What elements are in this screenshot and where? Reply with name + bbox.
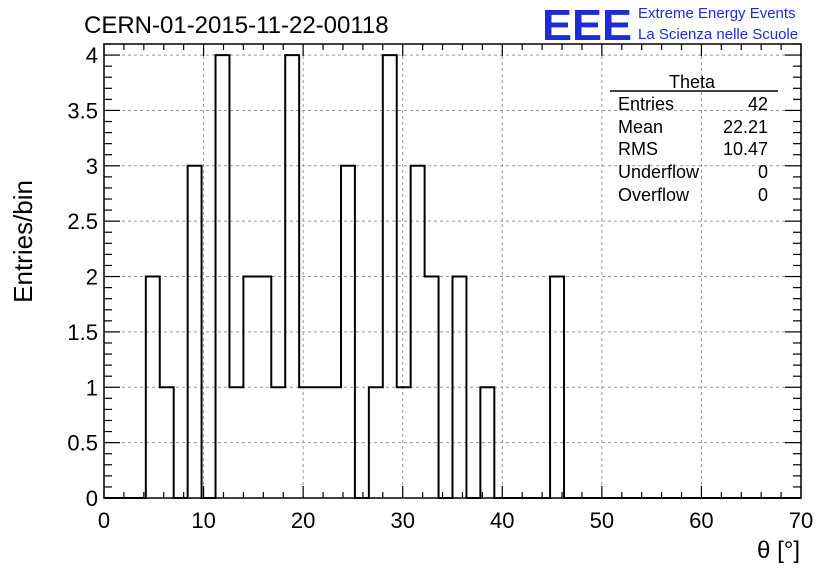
stats-value-mean: 22.21: [723, 117, 768, 137]
stats-label-underflow: Underflow: [618, 162, 700, 182]
plot-frame: [103, 43, 802, 499]
x-axis-label: θ [°]: [757, 537, 800, 564]
stats-label-mean: Mean: [618, 117, 663, 137]
y-tick-label: 3.5: [67, 98, 98, 123]
stats-box: Theta Entries 42 Mean 22.21 RMS 10.47 Un…: [610, 72, 778, 205]
x-tick-label: 70: [789, 508, 813, 533]
axis-ticks: [103, 43, 802, 499]
stats-label-entries: Entries: [618, 94, 674, 114]
logo-line-2: La Scienza nelle Scuole: [638, 26, 798, 43]
x-tick-label: 30: [390, 508, 414, 533]
histogram-bin: [257, 277, 271, 498]
x-tick-label: 0: [98, 508, 110, 533]
stats-value-overflow: 0: [758, 185, 768, 205]
x-tick-label: 50: [590, 508, 614, 533]
y-tick-label: 0: [86, 486, 98, 511]
stats-value-rms: 10.47: [723, 139, 768, 159]
x-tick-label: 60: [689, 508, 713, 533]
histogram-bin: [299, 387, 313, 498]
run-title: CERN-01-2015-11-22-00118: [84, 12, 389, 39]
y-tick-labels: 0 0.5 1 1.5 2 2.5 3 3.5 4: [67, 43, 98, 511]
y-tick-label: 2: [86, 265, 98, 290]
x-tick-label: 20: [291, 508, 315, 533]
stats-value-underflow: 0: [758, 162, 768, 182]
y-tick-label: 1.5: [67, 320, 98, 345]
y-tick-label: 4: [86, 43, 98, 68]
stats-value-entries: 42: [748, 94, 768, 114]
x-tick-label: 10: [191, 508, 215, 533]
stats-label-rms: RMS: [618, 139, 658, 159]
histogram-bin: [216, 55, 230, 498]
logo-line-1: Extreme Energy Events: [638, 5, 796, 22]
x-tick-label: 40: [490, 508, 514, 533]
eee-logo: EEE: [542, 1, 632, 50]
stats-title: Theta: [669, 72, 716, 92]
y-axis-label: Entries/bin: [8, 180, 38, 303]
stats-label-overflow: Overflow: [618, 185, 690, 205]
y-tick-label: 1: [86, 375, 98, 400]
y-tick-label: 0.5: [67, 431, 98, 456]
y-tick-label: 3: [86, 154, 98, 179]
y-tick-label: 2.5: [67, 209, 98, 234]
x-tick-labels: 0 10 20 30 40 50 60 70: [98, 508, 813, 533]
